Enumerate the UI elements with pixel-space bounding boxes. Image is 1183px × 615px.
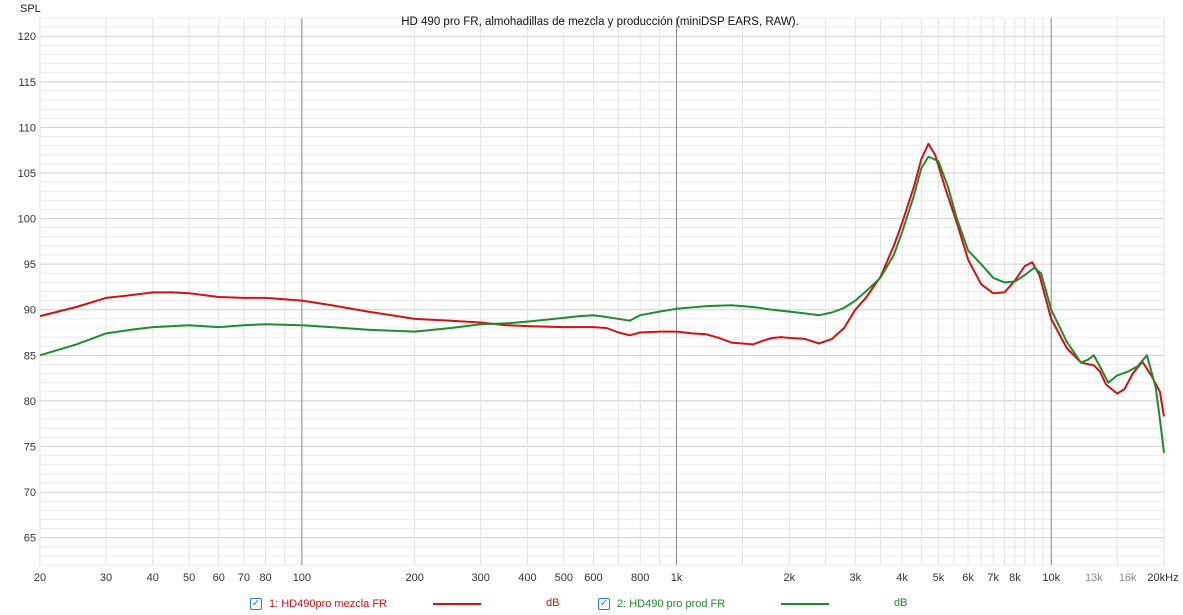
x-tick-label: 400	[518, 572, 536, 584]
y-tick-label: 120	[18, 31, 36, 43]
x-tick-label: 16k	[1119, 572, 1137, 584]
x-tick-label: 30	[100, 572, 112, 584]
x-axis-ticks: 20 30 40 50 60 70 80 100 200 300 400 500 600 800 1k 2k 3…	[34, 572, 1179, 584]
x-tick-label: 100	[293, 572, 311, 584]
y-tick-label: 105	[18, 168, 36, 180]
series-2-line	[39, 155, 1165, 454]
x-tick-label: 40	[147, 572, 159, 584]
series-2-checkbox[interactable]: ✓	[598, 598, 610, 610]
series-curves	[39, 142, 1165, 454]
y-tick-label: 100	[18, 214, 36, 226]
y-tick-label: 70	[24, 487, 36, 499]
x-tick-label: 500	[555, 572, 573, 584]
series-2-swatch	[781, 603, 829, 605]
grid-lines	[39, 17, 1165, 566]
y-tick-label: 65	[24, 533, 36, 545]
y-axis-ticks: 65 70 75 80 85 90 95 100 105 110 115 120	[18, 31, 36, 544]
x-tick-label: 20kHz	[1147, 572, 1178, 584]
x-tick-label: 800	[631, 572, 649, 584]
series-2-name: 2: HD490 pro prod FR	[617, 598, 726, 610]
y-tick-label: 95	[24, 259, 36, 271]
x-tick-label: 300	[471, 572, 489, 584]
x-tick-label: 4k	[896, 572, 908, 584]
x-tick-label: 7k	[987, 572, 999, 584]
x-tick-label: 80	[259, 572, 271, 584]
series-1-checkbox[interactable]: ✓	[250, 598, 262, 610]
x-tick-label: 10k	[1042, 572, 1060, 584]
frequency-response-chart: 65 70 75 80 85 90 95 100 105 110 115 120 20 30 40 50 60…	[18, 3, 1179, 584]
x-tick-label: 20	[34, 572, 46, 584]
series-1-swatch	[433, 603, 481, 605]
x-tick-label: 50	[183, 572, 195, 584]
x-tick-label: 3k	[849, 572, 861, 584]
x-tick-label: 6k	[962, 572, 974, 584]
x-tick-label: 5k	[933, 572, 945, 584]
x-tick-label: 1k	[671, 572, 683, 584]
series-1-line	[39, 142, 1165, 417]
x-tick-label: 200	[405, 572, 423, 584]
legend-item-2[interactable]: ✓ 2: HD490 pro prod FR	[598, 596, 725, 612]
series-2-unit: dB	[894, 597, 908, 609]
series-1-unit: dB	[546, 597, 560, 609]
y-axis-label: SPL	[20, 3, 41, 15]
y-tick-label: 110	[18, 122, 36, 134]
chart-title: HD 490 pro FR, almohadillas de mezcla y …	[401, 16, 799, 28]
y-tick-label: 85	[24, 350, 36, 362]
legend: ✓ 1: HD490pro mezcla FR dB ✓ 2: HD490 pr…	[0, 596, 1183, 614]
y-tick-label: 80	[24, 396, 36, 408]
x-tick-label: 13k	[1085, 572, 1103, 584]
y-tick-label: 115	[18, 77, 36, 89]
y-tick-label: 90	[24, 305, 36, 317]
x-tick-label: 2k	[784, 572, 796, 584]
legend-item-1[interactable]: ✓ 1: HD490pro mezcla FR	[250, 596, 387, 612]
x-tick-label: 60	[213, 572, 225, 584]
y-tick-label: 75	[24, 441, 36, 453]
series-1-name: 1: HD490pro mezcla FR	[269, 598, 387, 610]
x-tick-label: 70	[238, 572, 250, 584]
x-tick-label: 600	[584, 572, 602, 584]
x-tick-label: 8k	[1009, 572, 1021, 584]
